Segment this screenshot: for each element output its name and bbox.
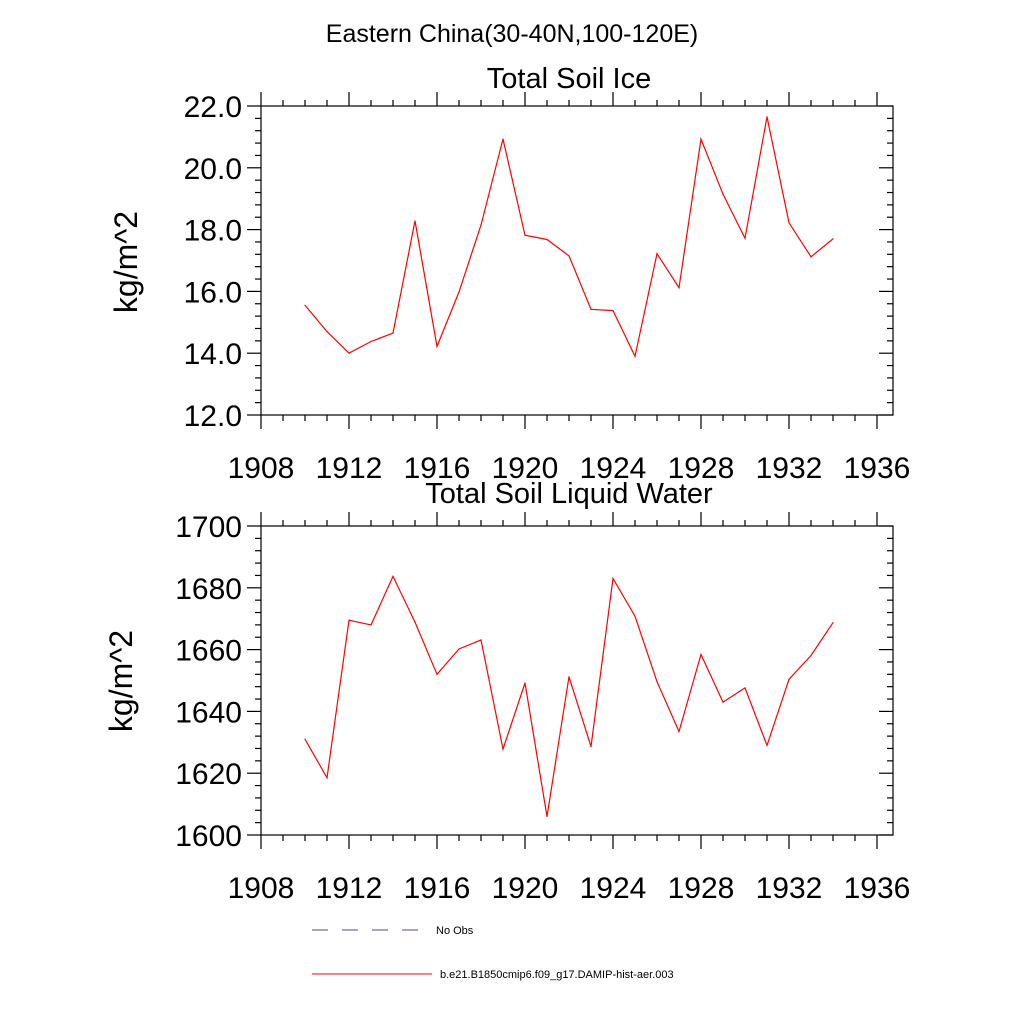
data-point	[678, 287, 680, 289]
data-point	[348, 352, 350, 354]
x-tick-label: 1908	[228, 452, 295, 485]
data-point	[348, 619, 350, 621]
data-point	[568, 676, 570, 678]
data-point	[634, 355, 636, 357]
data-point	[458, 648, 460, 650]
data-point	[304, 738, 306, 740]
x-tick-label: 1932	[756, 872, 823, 905]
y-tick-label: 14.0	[184, 338, 242, 371]
x-tick-label: 1912	[316, 872, 383, 905]
data-point	[392, 332, 394, 334]
panel-title: Total Soil Liquid Water	[425, 478, 713, 510]
plot-area: 1908 1912 1916 1920 1924 1928 1932 1936 12.0 14.0…	[184, 91, 911, 485]
data-point	[766, 744, 768, 746]
x-tick-label: 1924	[580, 452, 647, 485]
figure-title: Eastern China(30-40N,100-120E)	[326, 20, 698, 48]
data-point	[612, 309, 614, 312]
x-tick-label: 1924	[580, 872, 647, 905]
y-tick-label: 22.0	[184, 91, 242, 124]
data-point	[832, 238, 834, 240]
data-point	[370, 624, 372, 626]
y-tick-label: 1700	[175, 511, 242, 544]
data-point	[700, 653, 702, 656]
data-point	[392, 575, 394, 577]
y-tick-label: 20.0	[184, 153, 242, 186]
data-point	[370, 340, 372, 343]
legend: No Obs b.e21.B1850cmip6.f09_g17.DAMIP-hi…	[312, 925, 674, 981]
data-point	[414, 220, 416, 222]
x-tick-label: 1920	[492, 452, 559, 485]
data-point	[634, 615, 636, 617]
y-axis-label: kg/m^2	[108, 211, 144, 313]
data-point	[326, 777, 328, 779]
x-tick-label: 1916	[404, 872, 471, 905]
data-point	[766, 116, 768, 118]
x-tick-label: 1936	[844, 452, 911, 485]
x-tick-label: 1916	[404, 452, 471, 485]
x-tick-label: 1932	[756, 452, 823, 485]
panel-soil-liquid-water: Total Soil Liquid Water kg/m^2 1908 1912 1…	[103, 478, 910, 905]
y-tick-label: 1680	[175, 573, 242, 606]
data-point	[480, 639, 482, 641]
x-tick-label: 1920	[492, 872, 559, 905]
x-tick-label: 1928	[668, 452, 735, 485]
plot-frame	[260, 525, 894, 836]
x-tick-label: 1912	[316, 452, 383, 485]
panel-title: Total Soil Ice	[487, 63, 651, 95]
data-point	[436, 673, 438, 675]
y-tick-label: 16.0	[184, 276, 242, 309]
data-point	[524, 234, 526, 236]
data-point	[722, 701, 724, 703]
plot-area: 1908 1912 1916 1920 1924 1928 1932 1936 1600 1620…	[175, 511, 910, 905]
data-point	[546, 238, 548, 241]
data-point	[458, 291, 460, 293]
data-point	[326, 330, 328, 333]
series-line	[304, 116, 834, 359]
legend-label: No Obs	[436, 925, 474, 937]
data-point	[744, 237, 746, 239]
y-axis-label: kg/m^2	[103, 630, 139, 732]
y-tick-label: 18.0	[184, 215, 242, 248]
data-point	[656, 681, 658, 683]
data-point	[304, 304, 306, 306]
data-point	[414, 621, 416, 623]
data-point	[810, 654, 812, 657]
data-point	[744, 687, 746, 689]
data-point	[502, 138, 504, 140]
x-tick-label: 1908	[228, 872, 295, 905]
data-point	[436, 345, 438, 348]
data-point	[480, 224, 482, 226]
y-tick-label: 12.0	[184, 400, 242, 433]
data-point	[678, 730, 680, 733]
data-point	[656, 253, 658, 255]
data-point	[590, 308, 592, 310]
data-point	[590, 746, 592, 748]
x-tick-label: 1928	[668, 872, 735, 905]
data-point	[832, 622, 834, 624]
legend-label: b.e21.B1850cmip6.f09_g17.DAMIP-hist-aer.…	[440, 969, 674, 981]
data-point	[788, 222, 790, 224]
y-tick-label: 1600	[175, 820, 242, 853]
data-point	[546, 815, 548, 818]
series-line	[304, 574, 834, 817]
data-point	[524, 682, 526, 684]
y-tick-label: 1620	[175, 758, 242, 791]
panel-soil-ice: Total Soil Ice kg/m^2 1908 1912 1916 1920 19…	[108, 63, 910, 485]
y-tick-label: 1640	[175, 696, 242, 729]
y-tick-label: 1660	[175, 635, 242, 668]
data-point	[502, 748, 504, 750]
legend-item-no-obs: No Obs	[312, 925, 474, 937]
data-point	[788, 678, 790, 680]
data-point	[612, 577, 614, 580]
data-point	[700, 138, 702, 140]
x-tick-label: 1936	[844, 872, 911, 905]
legend-item-model-run: b.e21.B1850cmip6.f09_g17.DAMIP-hist-aer.…	[312, 969, 674, 981]
data-point	[722, 193, 724, 195]
data-point	[810, 256, 812, 258]
plot-frame	[260, 105, 894, 416]
data-point	[568, 255, 570, 257]
